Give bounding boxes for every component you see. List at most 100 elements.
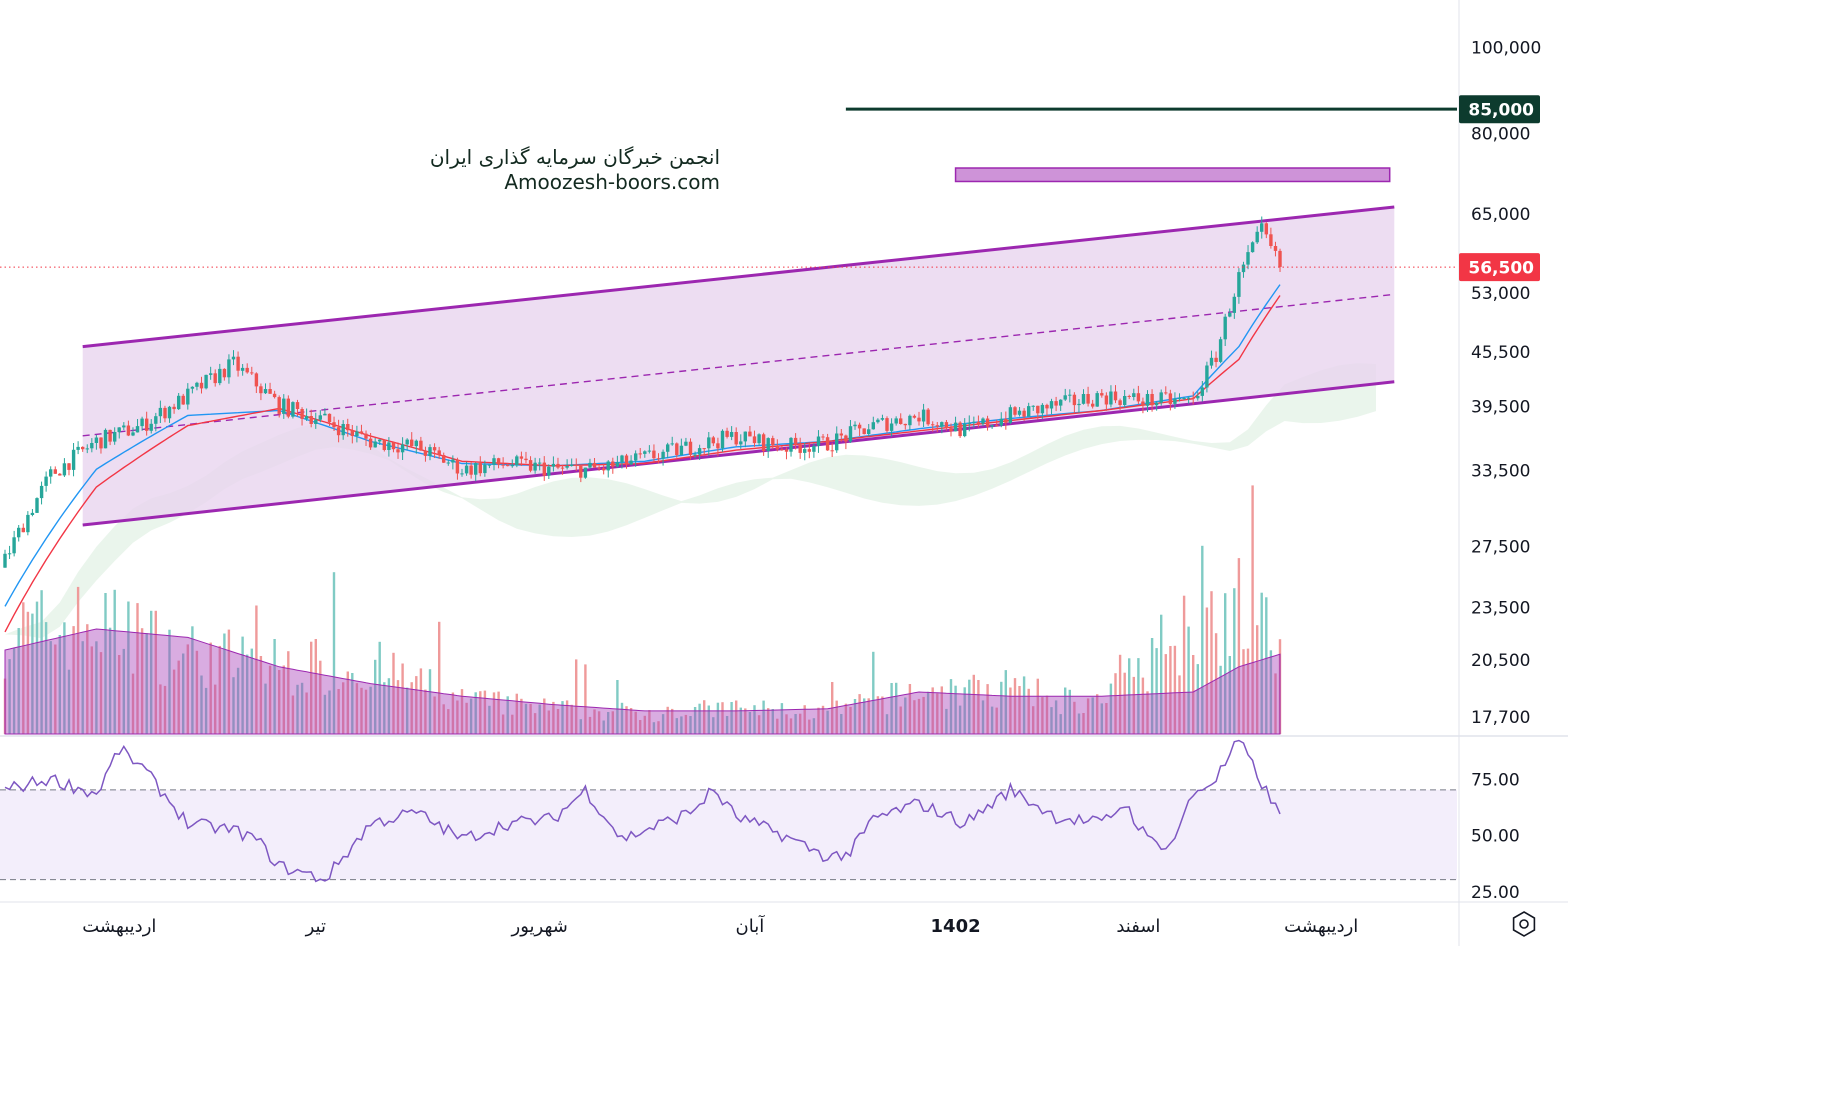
candle-body xyxy=(940,422,944,427)
candle-body xyxy=(240,367,245,371)
candle-body xyxy=(1113,391,1118,401)
volume-bar xyxy=(1160,614,1163,734)
candle xyxy=(606,460,610,478)
candle xyxy=(94,434,99,450)
candle xyxy=(145,411,149,436)
volume-bar xyxy=(177,660,180,734)
moving-averages xyxy=(4,284,1281,633)
candle-body xyxy=(1008,407,1013,423)
rsi-band-fill xyxy=(0,789,1457,880)
candle xyxy=(656,453,661,464)
volume-bar xyxy=(460,689,464,734)
candle xyxy=(455,457,460,480)
candle xyxy=(1278,248,1282,272)
candle xyxy=(460,468,464,477)
candle-body xyxy=(1072,394,1077,406)
candle-body xyxy=(1214,357,1218,362)
volume-bar xyxy=(931,687,934,734)
candle-body xyxy=(743,431,747,442)
volume-bar xyxy=(789,718,793,734)
candle xyxy=(766,437,770,458)
candle-body xyxy=(158,407,163,417)
candle-body xyxy=(437,450,441,455)
volume-bar xyxy=(145,633,148,734)
candle-body xyxy=(323,413,327,416)
candle xyxy=(442,452,446,463)
candle-body xyxy=(387,442,391,450)
time-axis-label: شهریور xyxy=(511,916,568,937)
candle xyxy=(195,381,199,391)
candle-body xyxy=(917,417,921,422)
candle-body xyxy=(867,429,871,434)
volume-bar xyxy=(1237,558,1241,734)
candle-body xyxy=(1255,231,1259,243)
candle-body xyxy=(359,431,364,434)
time-axis-label: اردیبهشت xyxy=(82,916,156,937)
candle-body xyxy=(222,368,227,378)
candle-body xyxy=(1278,250,1282,267)
volume-bar xyxy=(236,667,240,734)
volume-bar xyxy=(543,698,546,734)
candle xyxy=(634,450,638,467)
volume-bar xyxy=(1196,664,1199,734)
candle xyxy=(908,414,912,431)
volume-bar xyxy=(1073,701,1076,734)
candle-body xyxy=(186,388,190,405)
volume-bar xyxy=(867,698,870,734)
candle xyxy=(149,419,153,434)
candle-body xyxy=(1186,397,1191,399)
candle xyxy=(291,401,295,419)
candle xyxy=(190,386,195,394)
settings-icon[interactable] xyxy=(1512,911,1536,937)
volume-bar xyxy=(378,641,381,734)
volume-bar xyxy=(469,698,473,734)
volume-bar xyxy=(707,705,710,734)
candle xyxy=(739,434,743,449)
candle xyxy=(931,421,935,432)
volume-bar xyxy=(780,703,784,734)
candle-body xyxy=(551,463,556,467)
candle xyxy=(821,434,825,441)
resistance-price-badge-label: 85,000 xyxy=(1468,101,1534,121)
volume-bar xyxy=(90,646,93,734)
volume-bar xyxy=(1155,648,1158,734)
volume-bar xyxy=(575,659,578,734)
volume-bar xyxy=(620,702,624,734)
candle-body xyxy=(53,469,57,474)
candle-body xyxy=(688,441,693,455)
volume-bar xyxy=(360,687,363,734)
candle-body xyxy=(789,437,793,452)
volume-bar xyxy=(1041,697,1044,734)
candle-body xyxy=(455,459,460,474)
volume-bar xyxy=(76,586,80,734)
candle-body xyxy=(190,386,195,389)
candle-body xyxy=(761,434,766,451)
candle-body xyxy=(1232,296,1236,313)
candle xyxy=(177,393,181,410)
candle xyxy=(839,429,843,442)
volume-bar xyxy=(908,684,912,734)
candle-body xyxy=(181,395,185,405)
candle-body xyxy=(803,449,807,453)
resistance-level[interactable] xyxy=(845,107,1457,183)
volume-bar xyxy=(1256,625,1259,734)
candle xyxy=(295,399,300,417)
candle-body xyxy=(720,430,725,449)
volume-bar xyxy=(981,700,985,734)
candle xyxy=(926,408,930,426)
candle xyxy=(583,467,588,479)
time-axis-label: اردیبهشت xyxy=(1284,916,1358,937)
price-channel[interactable] xyxy=(82,205,1395,527)
volume-bar xyxy=(1077,713,1081,734)
axes: 100,000 80,000 65,000 53,000 45,500 39,500 33,… xyxy=(82,38,1541,937)
candle xyxy=(592,458,597,468)
candle xyxy=(702,448,706,456)
volume-bar xyxy=(264,683,267,734)
candle-body xyxy=(524,458,528,461)
candle xyxy=(551,456,556,472)
candle-body xyxy=(615,462,620,467)
volume-bar xyxy=(438,621,441,734)
volume-bar xyxy=(451,692,455,734)
candle xyxy=(602,463,606,475)
chart[interactable]: 100,000 80,000 65,000 53,000 45,500 39,500 33,… xyxy=(0,0,1568,946)
